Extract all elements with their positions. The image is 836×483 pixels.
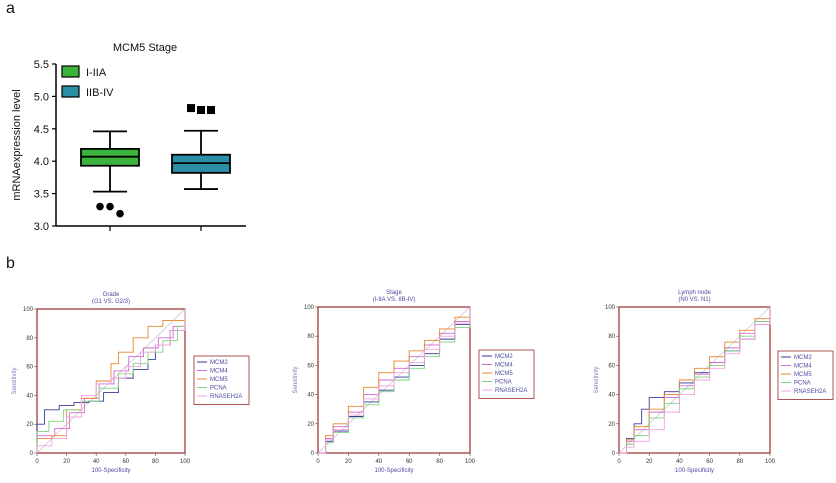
x-tick-label: 60	[122, 459, 129, 465]
roc-curve-RNASEH2A	[318, 307, 471, 454]
x-tick-label: 100	[465, 459, 476, 465]
x-tick-label: 100	[180, 459, 191, 465]
y-tick-label: 100	[605, 305, 616, 311]
chart-title: MCM5 Stage	[113, 42, 177, 54]
y-axis-label: Sensitivity	[594, 366, 600, 393]
legend-label: MCM4	[495, 363, 513, 369]
roc-curve-MCM5	[36, 309, 186, 453]
y-tick-label: 0	[612, 451, 616, 457]
panel-label-a: a	[6, 0, 15, 17]
roc-subtitle: (N0 VS. N1)	[678, 297, 710, 303]
roc-curve-RNASEH2A	[36, 309, 186, 453]
roc-title: Grade	[103, 292, 120, 298]
roc-title: Lymph node	[678, 290, 711, 296]
x-tick-label: 20	[646, 459, 653, 465]
legend-label: MCM2	[210, 360, 228, 366]
y-tick-label: 5.0	[34, 91, 49, 103]
roc-chart-2: Stage(I-IIA VS. IIB-IV) 00 20 20 40 40 60 60 80 8…	[293, 290, 535, 474]
legend-label: PCNA	[210, 386, 227, 392]
y-tick-label: 5.5	[34, 59, 49, 71]
x-axis-label: 100-Specificity	[374, 468, 413, 474]
legend-label: RNASEH2A	[495, 388, 527, 394]
outlier-point	[116, 209, 124, 218]
x-tick-label: 20	[345, 459, 352, 465]
roc-subtitle: (I-IIA VS. IIB-IV)	[373, 297, 416, 303]
legend-label: MCM4	[794, 364, 812, 370]
legend-label: MCM5	[210, 377, 228, 383]
legend-swatch	[61, 85, 80, 98]
y-tick-label: 0	[30, 451, 34, 457]
legend-label: MCM2	[495, 354, 513, 360]
y-tick-label: 0	[311, 451, 315, 457]
legend-label: IIB-IV	[86, 87, 114, 99]
x-tick-label: 60	[406, 459, 413, 465]
y-axis-label: Sensitivity	[293, 366, 299, 393]
legend-label: MCM2	[794, 355, 812, 361]
legend-box	[478, 349, 535, 399]
roc-chart-1: Grade(G1 VS. G2/3) 00 20 20 40 40 60 60 80 80 100 1…	[12, 292, 250, 474]
y-tick-label: 80	[307, 334, 314, 340]
x-tick-label: 40	[93, 459, 100, 465]
box-chart: MCM5 Stage mRNAexpression level 3.0 3.5 4.0 4…	[11, 42, 246, 233]
roc-subtitle: (G1 VS. G2/3)	[92, 299, 130, 305]
y-tick-label: 100	[304, 305, 315, 311]
legend-swatch	[61, 65, 80, 78]
x-tick-label: 40	[676, 459, 683, 465]
y-tick-label: 40	[608, 393, 615, 399]
y-tick-label: 60	[26, 365, 33, 371]
x-tick-label: 80	[736, 459, 743, 465]
y-tick-label: 4.0	[34, 156, 49, 168]
x-tick-label: 80	[152, 459, 159, 465]
outlier-point	[96, 202, 104, 211]
x-tick-label: 80	[436, 459, 443, 465]
y-tick-label: 80	[608, 334, 615, 340]
outlier-point	[197, 106, 205, 115]
y-tick-label: 20	[307, 422, 314, 428]
outlier-point	[187, 104, 195, 113]
legend-label: PCNA	[495, 380, 512, 386]
legend-label: RNASEH2A	[210, 394, 242, 400]
x-axis-label: 100-Specificity	[91, 468, 130, 474]
y-tick-label: 60	[608, 363, 615, 369]
y-tick-label: 40	[26, 393, 33, 399]
y-axis-label: Sensitivity	[12, 367, 18, 394]
x-tick-label: 40	[375, 459, 382, 465]
panel-label-b: b	[6, 255, 15, 272]
legend-label: MCM5	[794, 372, 812, 378]
outlier-point	[207, 106, 215, 115]
x-tick-label: 60	[706, 459, 713, 465]
legend-label: MCM4	[210, 369, 228, 375]
roc-curve-MCM4	[36, 309, 186, 453]
legend-label: RNASEH2A	[794, 389, 826, 395]
roc-chart-3: Lymph node(N0 VS. N1) 00 20 20 40 40 60 60 80 80 1…	[594, 290, 834, 474]
legend-label: PCNA	[794, 381, 811, 387]
y-tick-label: 20	[608, 422, 615, 428]
y-tick-label: 60	[307, 363, 314, 369]
legend-label: I-IIA	[86, 67, 107, 79]
roc-title: Stage	[386, 290, 402, 296]
y-tick-label: 80	[26, 336, 33, 342]
legend-label: MCM5	[495, 371, 513, 377]
y-tick-label: 3.0	[34, 221, 49, 233]
x-tick-label: 100	[765, 459, 776, 465]
roc-curve-RNASEH2A	[619, 307, 771, 454]
x-tick-label: 0	[316, 459, 320, 465]
outlier-point	[106, 202, 114, 211]
x-tick-label: 0	[617, 459, 621, 465]
x-tick-label: 0	[35, 459, 39, 465]
y-tick-label: 4.5	[34, 124, 49, 136]
y-tick-label: 40	[307, 393, 314, 399]
y-axis-label: mRNAexpression level	[11, 89, 23, 200]
y-tick-label: 100	[23, 307, 34, 313]
x-axis-label: 100-Specificity	[675, 468, 714, 474]
y-tick-label: 20	[26, 422, 33, 428]
y-tick-label: 3.5	[34, 189, 49, 201]
x-tick-label: 20	[63, 459, 70, 465]
